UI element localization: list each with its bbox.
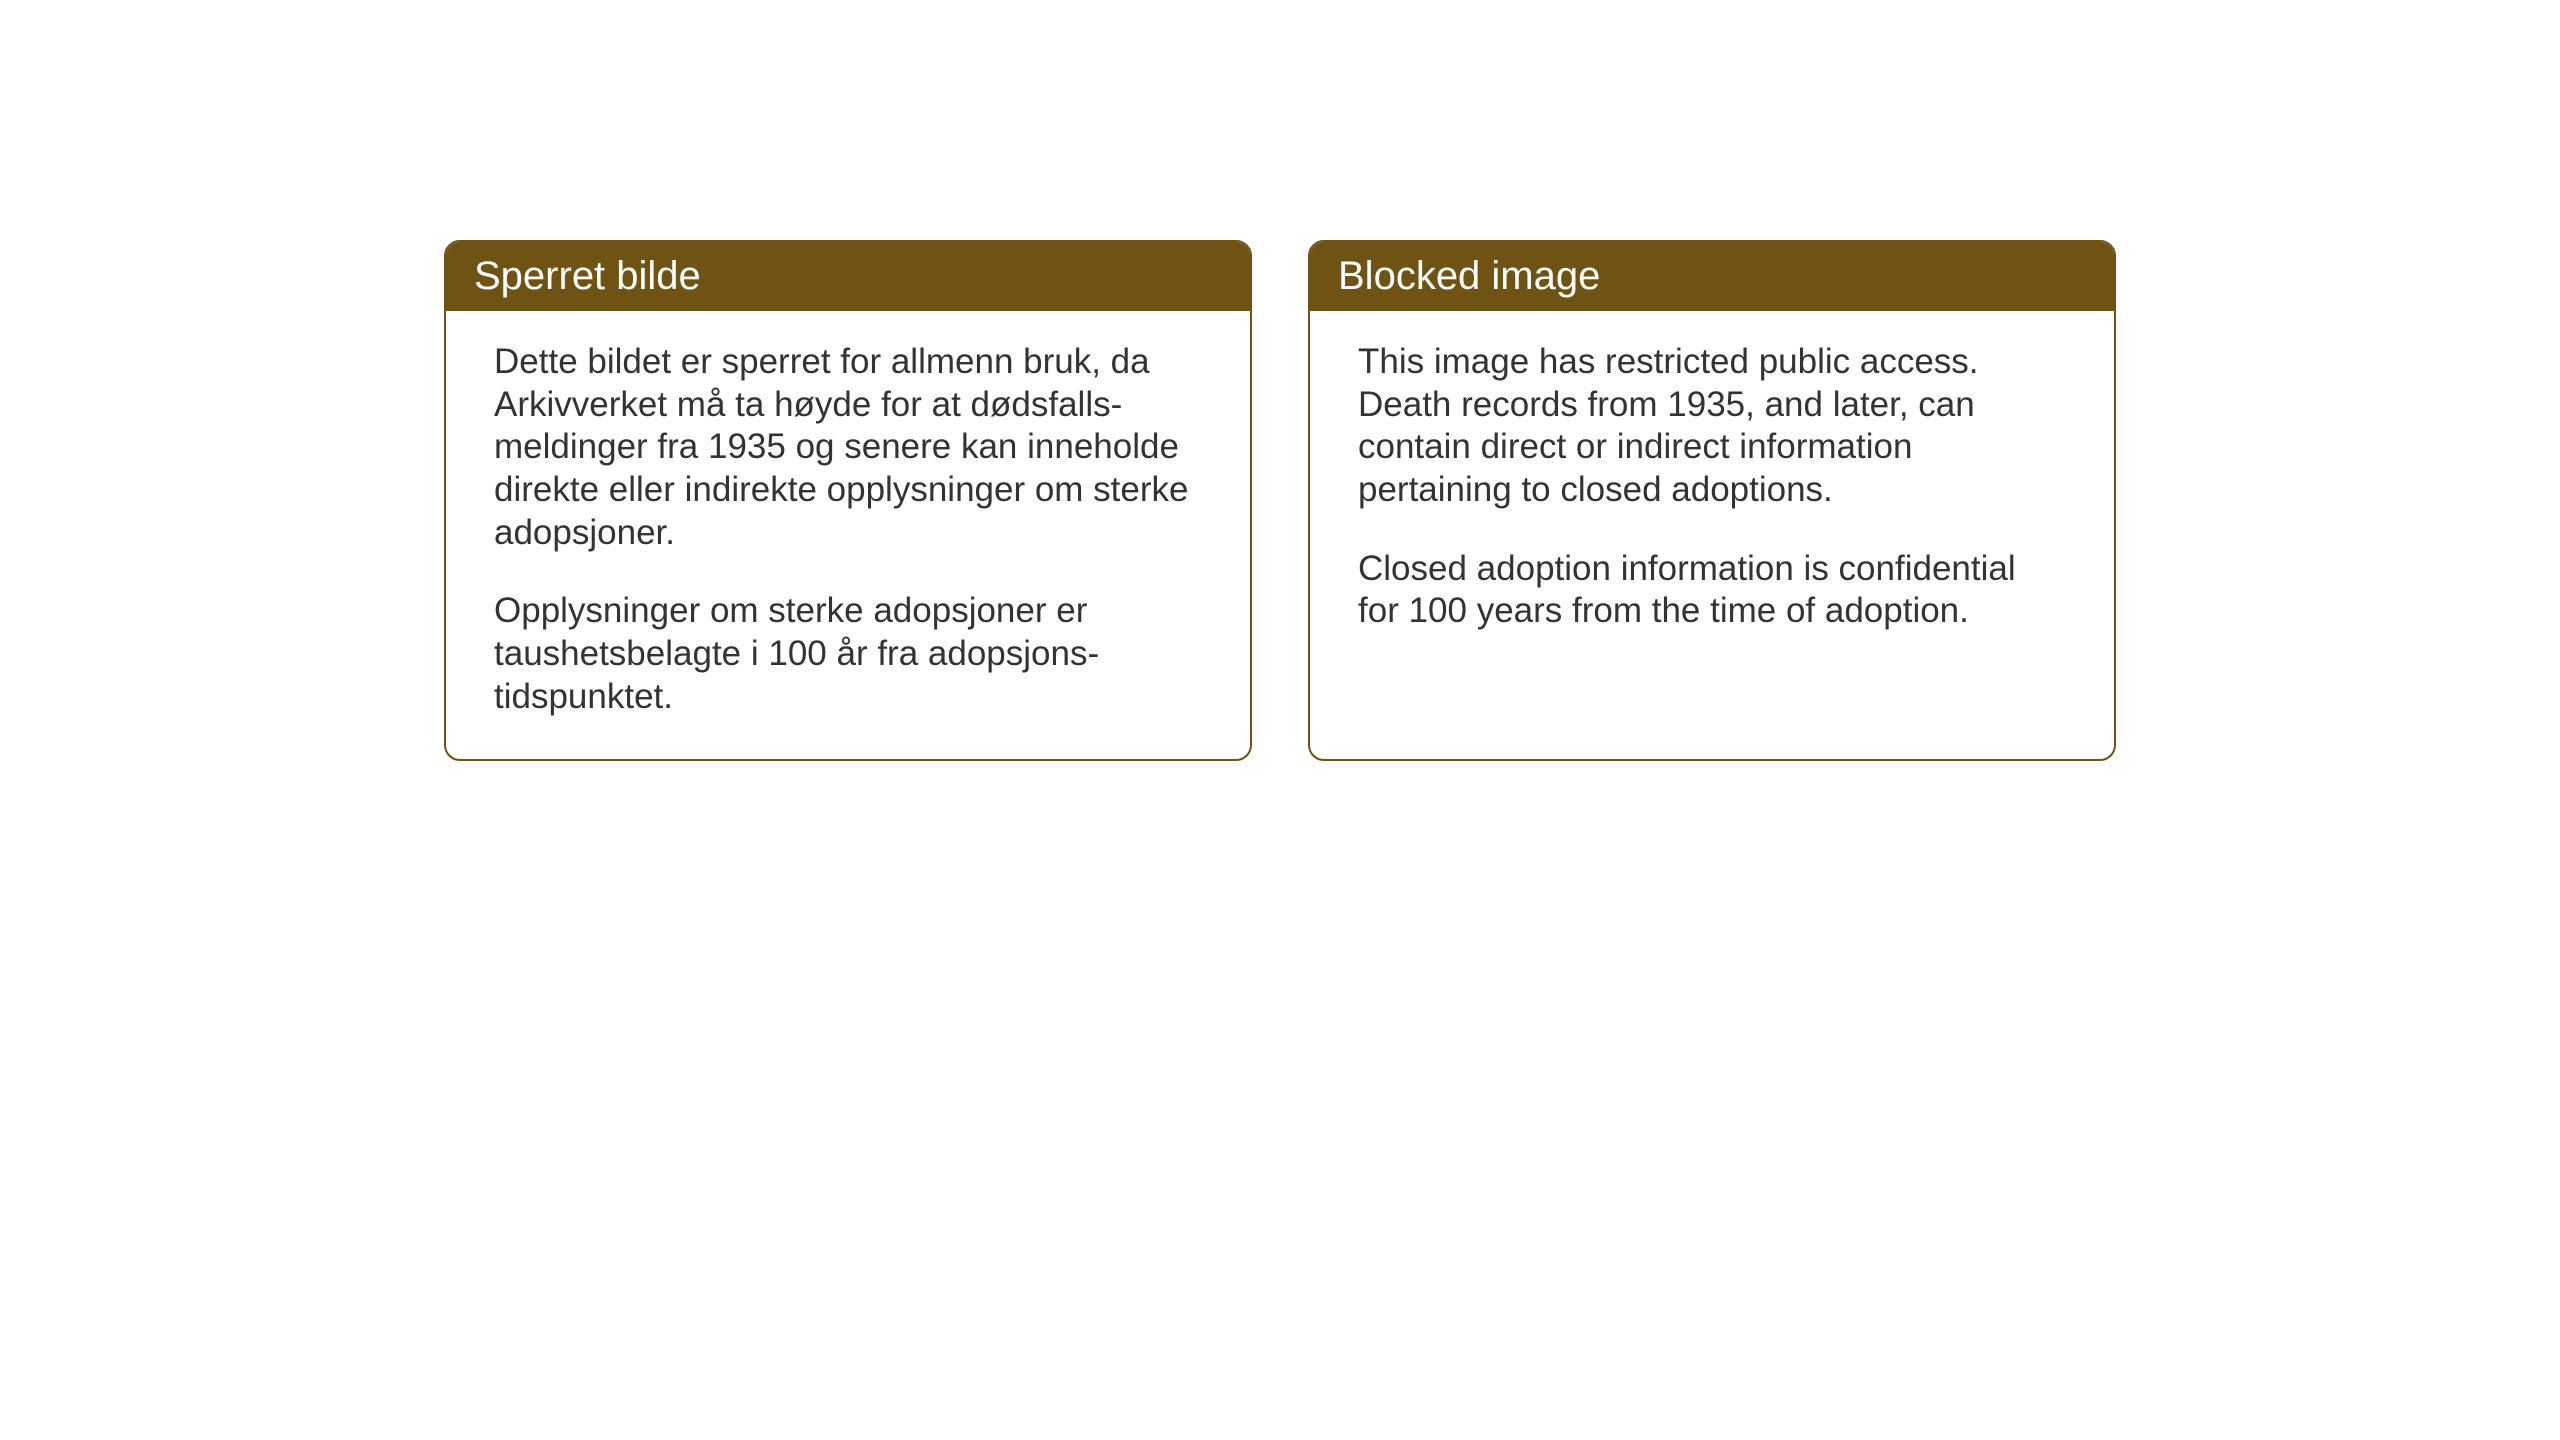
norwegian-paragraph-1: Dette bildet er sperret for allmenn bruk… [494, 341, 1202, 554]
english-card-body: This image has restricted public access.… [1310, 311, 2114, 673]
english-card-title: Blocked image [1310, 242, 2114, 311]
norwegian-card-title: Sperret bilde [446, 242, 1250, 311]
notice-container: Sperret bilde Dette bildet er sperret fo… [444, 240, 2116, 761]
norwegian-paragraph-2: Opplysninger om sterke adopsjoner er tau… [494, 590, 1202, 718]
norwegian-notice-card: Sperret bilde Dette bildet er sperret fo… [444, 240, 1252, 761]
english-paragraph-2: Closed adoption information is confident… [1358, 548, 2066, 633]
english-paragraph-1: This image has restricted public access.… [1358, 341, 2066, 512]
english-notice-card: Blocked image This image has restricted … [1308, 240, 2116, 761]
norwegian-card-body: Dette bildet er sperret for allmenn bruk… [446, 311, 1250, 759]
